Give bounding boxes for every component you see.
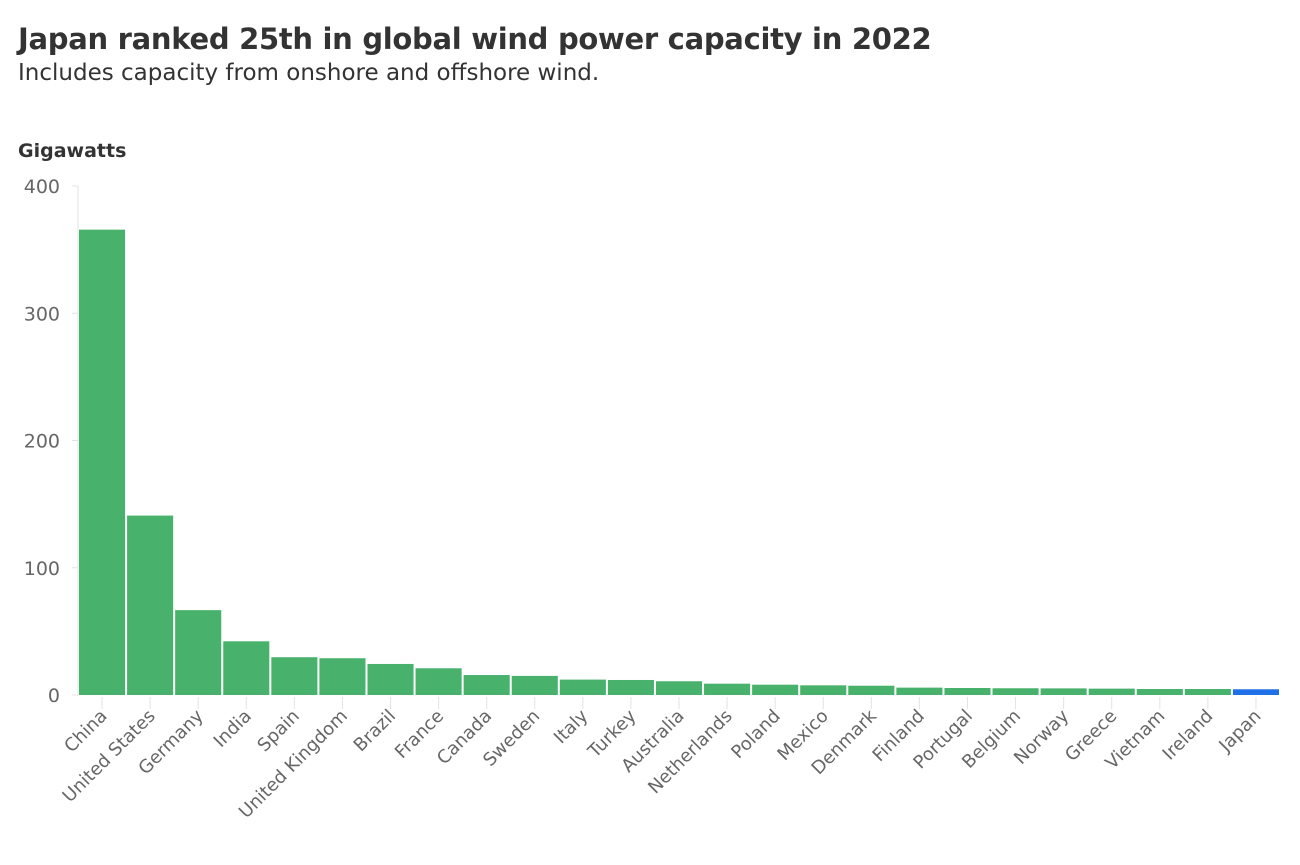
- chart-title: Japan ranked 25th in global wind power c…: [18, 22, 932, 56]
- bar-india: [223, 641, 270, 695]
- y-tick-label: 400: [24, 176, 60, 198]
- bar-sweden: [511, 675, 558, 695]
- bar-norway: [1040, 688, 1087, 695]
- bar-ireland: [1184, 689, 1231, 695]
- bar-brazil: [367, 663, 414, 695]
- bar-china: [79, 229, 126, 696]
- y-tick-label: 0: [48, 685, 60, 707]
- y-tick-label: 100: [24, 558, 60, 580]
- bar-turkey: [607, 679, 654, 695]
- y-tick-label: 200: [24, 431, 60, 453]
- bar-greece: [1088, 688, 1135, 695]
- bar-spain: [271, 657, 318, 695]
- x-tick-label: Italy: [550, 705, 593, 748]
- bar-poland: [752, 684, 799, 695]
- bar-australia: [655, 681, 703, 695]
- x-tick-label: Japan: [1214, 706, 1265, 757]
- x-tick-label: Ireland: [1159, 706, 1218, 765]
- y-axis-label: Gigawatts: [18, 140, 127, 162]
- bar-netherlands: [704, 683, 751, 695]
- chart-subtitle: Includes capacity from onshore and offsh…: [18, 60, 600, 86]
- bar-united-kingdom: [319, 658, 366, 695]
- x-tick-label: Netherlands: [644, 706, 736, 798]
- bar-vietnam: [1136, 689, 1183, 695]
- bar-denmark: [848, 685, 895, 695]
- bar-finland: [896, 687, 943, 695]
- x-tick-label: Norway: [1010, 705, 1073, 768]
- y-tick-label: 300: [24, 303, 60, 325]
- bar-germany: [175, 610, 222, 695]
- bar-japan: [1232, 689, 1279, 695]
- bar-mexico: [800, 685, 847, 695]
- bar-france: [415, 668, 462, 695]
- bar-belgium: [992, 688, 1039, 695]
- bar-united-states: [127, 515, 174, 695]
- bar-portugal: [944, 688, 991, 695]
- bar-canada: [463, 675, 510, 695]
- x-tick-label: Poland: [727, 706, 784, 763]
- x-tick-label: India: [210, 706, 256, 752]
- bar-italy: [559, 679, 606, 695]
